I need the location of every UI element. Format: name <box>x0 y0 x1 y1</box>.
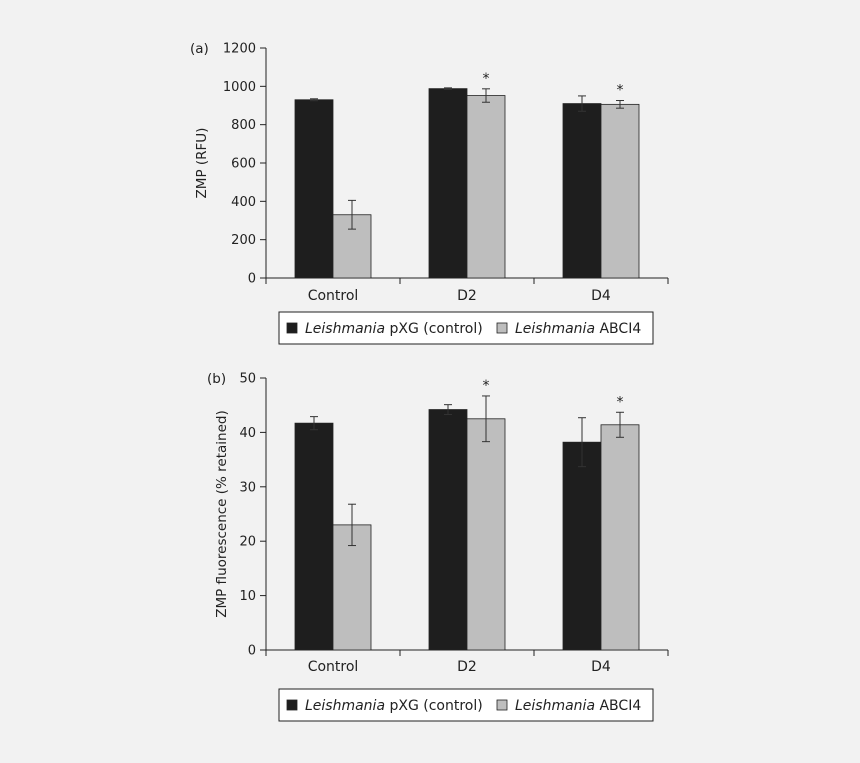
legend-swatch-abci4 <box>496 322 508 334</box>
bar-abci4-d4 <box>600 103 640 279</box>
bar-pxg-d2 <box>428 88 468 279</box>
significance-marker: * <box>617 394 624 410</box>
category-label-d2: D2 <box>457 288 477 304</box>
bar-abci4-d2 <box>466 95 506 279</box>
legend-swatch-abci4 <box>496 699 508 711</box>
category-label-d2: D2 <box>457 659 477 675</box>
legend-label-abci4: Leishmania ABCI4 <box>515 698 641 714</box>
y-tick-label: 200 <box>231 233 256 248</box>
legend-box <box>278 688 654 722</box>
y-tick-label: 1200 <box>223 42 256 57</box>
bar-abci4-control <box>332 214 372 279</box>
significance-marker: * <box>483 378 490 394</box>
category-label-control: Control <box>308 288 359 304</box>
bar-pxg-control <box>294 422 334 651</box>
legend: Leishmania pXG (control) Leishmania ABCI4 <box>278 311 654 345</box>
bar-abci4-d2 <box>466 418 506 651</box>
legend-label-pxg: Leishmania pXG (control) <box>305 321 483 337</box>
y-tick-label: 800 <box>231 118 256 133</box>
category-label-d4: D4 <box>591 659 611 675</box>
bar-pxg-d4 <box>562 441 602 651</box>
legend-swatch-pxg <box>286 322 298 334</box>
legend-label-pxg: Leishmania pXG (control) <box>305 698 483 714</box>
y-axis-label: ZMP fluorescence (% retained) <box>214 410 230 618</box>
bar-abci4-d4 <box>600 424 640 651</box>
legend-label-abci4: Leishmania ABCI4 <box>515 321 641 337</box>
category-label-d4: D4 <box>591 288 611 304</box>
chart-panel-2: (b) 0 10 20 30 40 50 ZMP fluorescence (% retain… <box>207 371 669 722</box>
y-tick-label: 50 <box>239 372 256 387</box>
category-label-control: Control <box>308 659 359 675</box>
y-tick-label: 30 <box>239 480 256 495</box>
panel-label: (b) <box>207 371 226 387</box>
legend-box <box>278 311 654 345</box>
panel-label: (a) <box>190 41 209 57</box>
bar-pxg-control <box>294 99 334 279</box>
legend-swatch-pxg <box>286 699 298 711</box>
y-tick-label: 20 <box>239 535 256 550</box>
y-tick-label: 1000 <box>223 80 256 95</box>
bar-pxg-d4 <box>562 103 602 279</box>
chart-panel-1: (a) 0 200 400 600 800 1000 1200 ZMP (RFU) Control… <box>190 41 669 345</box>
y-tick-label: 600 <box>231 157 256 172</box>
significance-marker: * <box>617 83 624 99</box>
y-tick-label: 10 <box>239 589 256 604</box>
y-tick-label: 40 <box>239 426 256 441</box>
y-tick-label: 0 <box>248 272 256 287</box>
y-tick-label: 0 <box>248 644 256 659</box>
y-tick-label: 400 <box>231 195 256 210</box>
bar-pxg-d2 <box>428 409 468 651</box>
significance-marker: * <box>483 71 490 87</box>
legend: Leishmania pXG (control) Leishmania ABCI4 <box>278 688 654 722</box>
y-axis-label: ZMP (RFU) <box>194 128 210 199</box>
